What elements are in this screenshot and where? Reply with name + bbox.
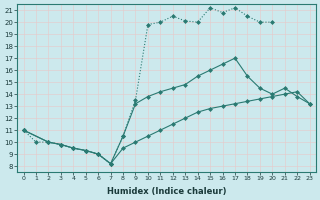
X-axis label: Humidex (Indice chaleur): Humidex (Indice chaleur) <box>107 187 226 196</box>
